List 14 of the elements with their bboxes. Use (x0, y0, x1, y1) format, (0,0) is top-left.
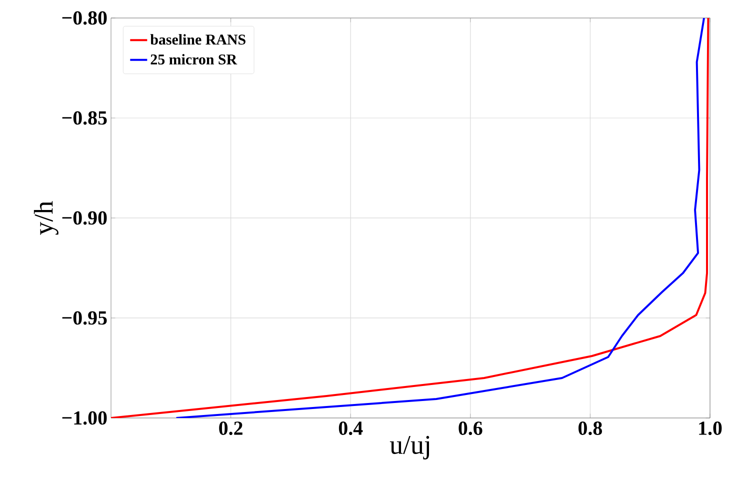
x-tick-label: 0.6 (458, 422, 482, 436)
y-axis-title: y/h (34, 201, 58, 235)
legend-label: baseline RANS (150, 34, 246, 45)
x-tick-label: 0.2 (219, 422, 242, 436)
y-tick-label: −0.95 (62, 311, 107, 325)
x-tick-label: 1.0 (699, 422, 722, 436)
y-tick-label: −0.90 (62, 211, 107, 225)
y-tick-label: −1.00 (62, 411, 107, 425)
legend-label: 25 micron SR (150, 54, 238, 64)
x-tick-label: 0.4 (338, 422, 363, 436)
y-tick-label: −0.80 (62, 11, 107, 25)
y-tick-label: −0.85 (62, 111, 107, 125)
x-tick-label: 0.8 (578, 422, 602, 436)
x-axis-title: u/uj (390, 436, 430, 460)
